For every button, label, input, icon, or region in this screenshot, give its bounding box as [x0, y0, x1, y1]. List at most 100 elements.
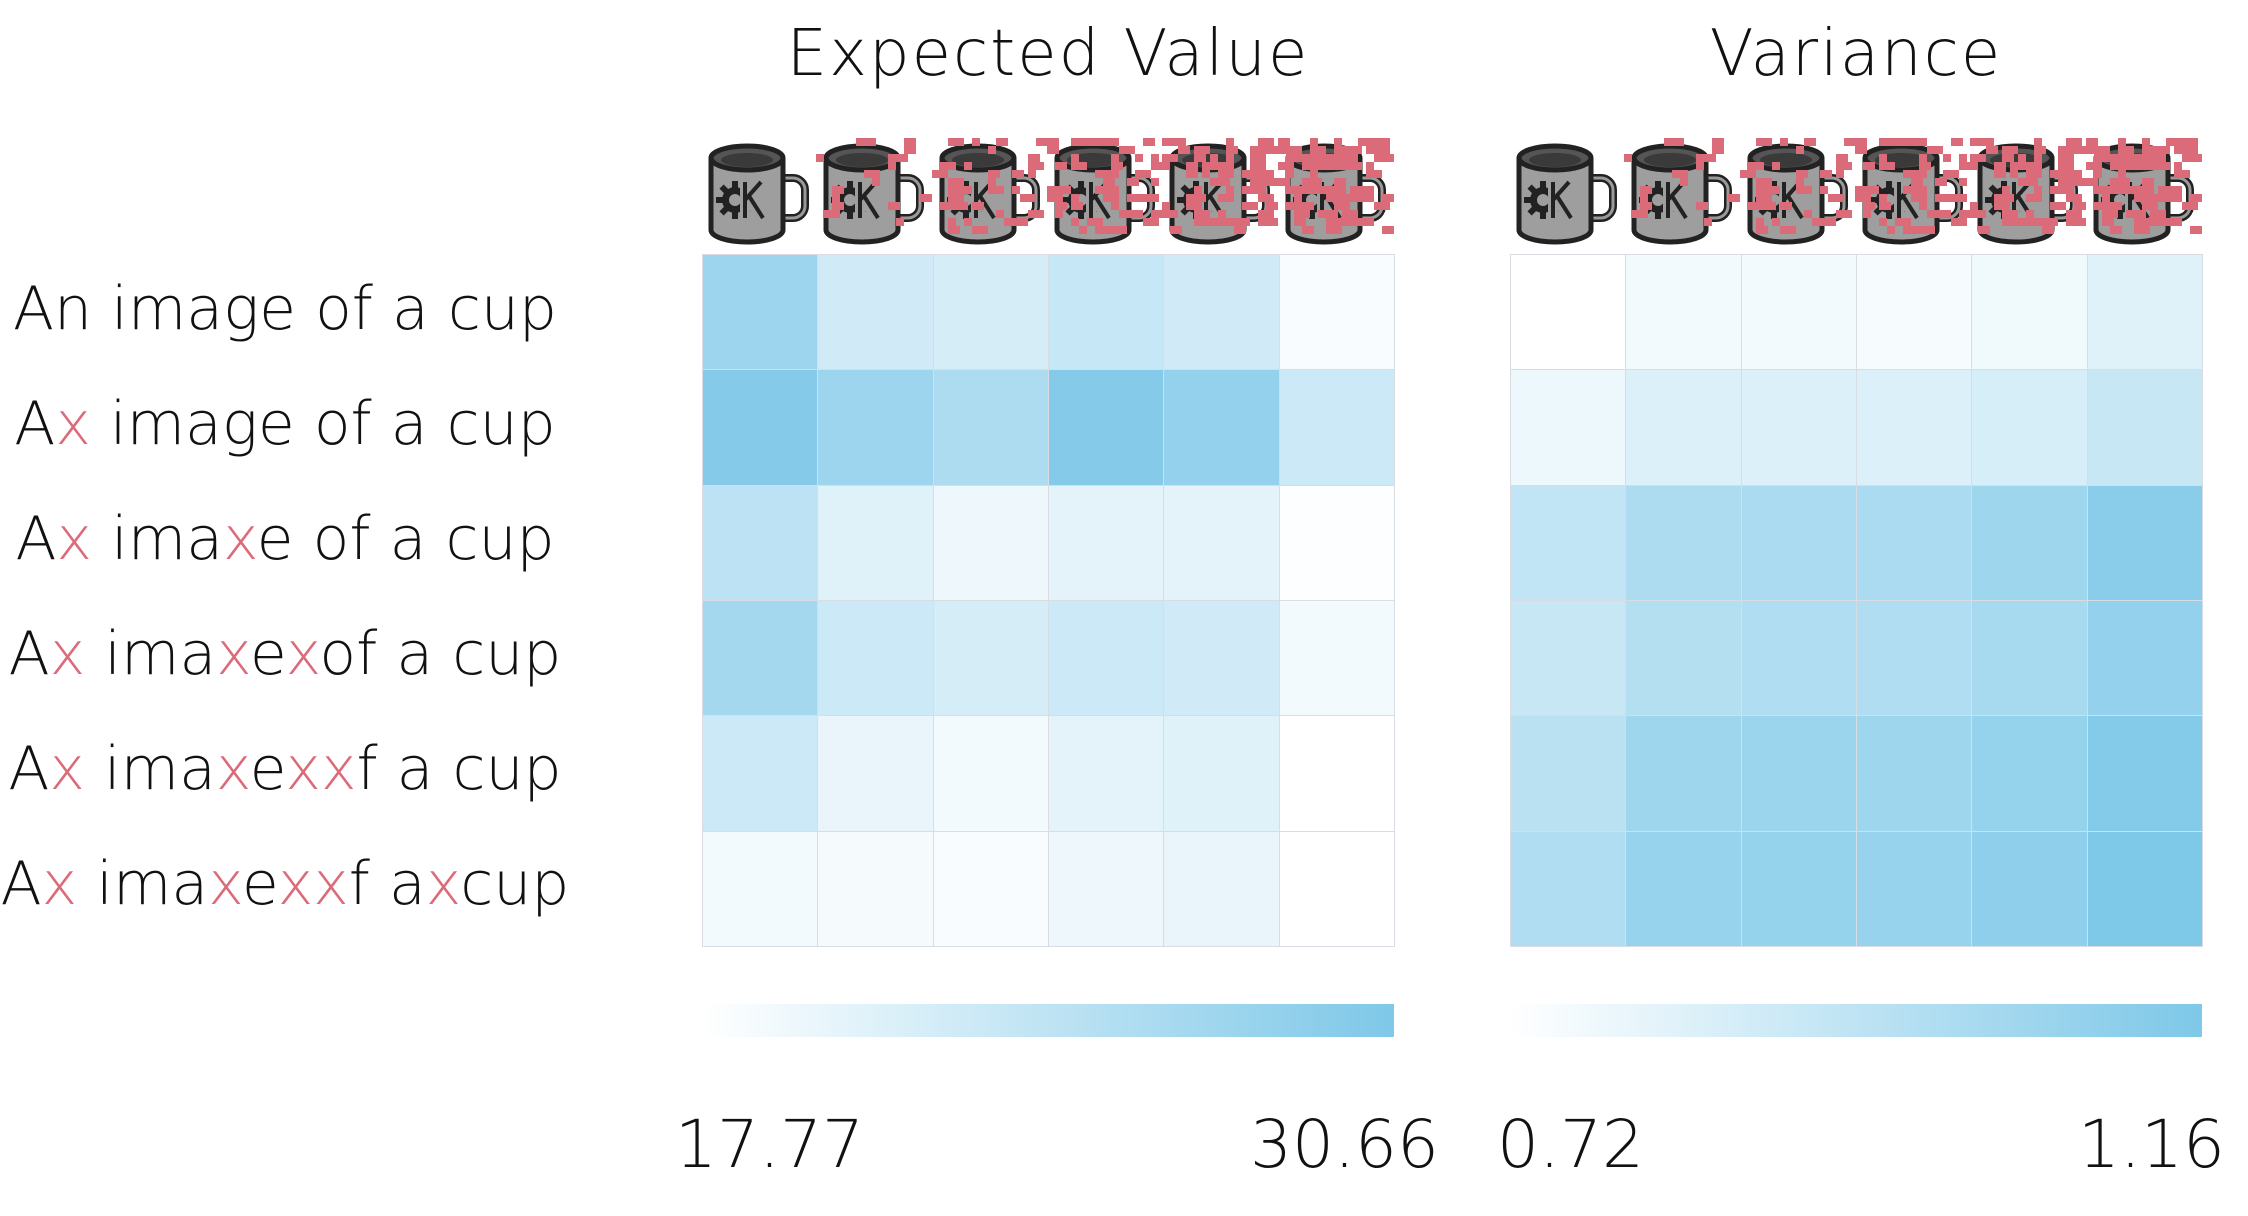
expected-value-title: Expected Value: [786, 17, 1310, 91]
row-label-2: Ax imaxe of a cup: [15, 504, 555, 574]
kde-mug-icon: [1624, 138, 1745, 254]
heatmap-cell: [932, 484, 1049, 601]
heatmap-cell: [1510, 369, 1627, 486]
heatmap-cell: [817, 600, 934, 717]
heatmap-cell: [1048, 715, 1165, 832]
heatmap-cell: [1048, 600, 1165, 717]
heatmap-cell: [932, 369, 1049, 486]
expected-value-heatmap: [702, 254, 1395, 947]
heatmap-cell: [702, 484, 819, 601]
variance-colorbar-min-label: 0.72: [1497, 1106, 1644, 1183]
kde-mug-icon: [1277, 138, 1398, 254]
row-label-4: Ax imaxexxf a cup: [8, 734, 562, 804]
heatmap-cell: [1163, 254, 1280, 371]
heatmap-cell: [1971, 600, 2088, 717]
kde-mug-icon: [1739, 138, 1860, 254]
kde-mug-icon: [1970, 138, 2091, 254]
variance-colorbar: [1510, 1004, 2202, 1037]
heatmap-cell: [1278, 369, 1395, 486]
row-label-3: Ax imaxexof a cup: [8, 619, 562, 689]
heatmap-cell: [1740, 715, 1857, 832]
kde-mug-icon: [1855, 138, 1975, 254]
heatmap-cell: [2086, 369, 2203, 486]
variance-icon-row: [1509, 138, 2206, 254]
heatmap-cell: [2086, 715, 2203, 832]
heatmap-cell: [1971, 484, 2088, 601]
heatmap-cell: [1048, 369, 1165, 486]
row-label-0: An image of a cup: [13, 274, 557, 344]
heatmap-cell: [817, 254, 934, 371]
kde-mug-icon: [1047, 138, 1167, 254]
heatmap-cell: [1740, 254, 1857, 371]
expected-value-colorbar: [702, 1004, 1394, 1037]
heatmap-cell: [1278, 484, 1395, 601]
heatmap-cell: [2086, 484, 2203, 601]
heatmap-cell: [702, 600, 819, 717]
kde-mug-icon: [1509, 138, 1625, 254]
heatmap-cell: [2086, 600, 2203, 717]
variance-colorbar-max-label: 1.16: [2078, 1106, 2225, 1183]
heatmap-cell: [702, 715, 819, 832]
heatmap-cell: [1278, 600, 1395, 717]
heatmap-cell: [1278, 254, 1395, 371]
heatmap-cell: [1971, 715, 2088, 832]
heatmap-cell: [1856, 600, 1973, 717]
heatmap-cell: [1163, 484, 1280, 601]
heatmap-cell: [1856, 369, 1973, 486]
heatmap-cell: [1048, 484, 1165, 601]
heatmap-cell: [932, 254, 1049, 371]
variance-title: Variance: [1709, 17, 2003, 91]
heatmap-cell: [1510, 715, 1627, 832]
heatmap-cell: [1740, 830, 1857, 947]
heatmap-cell: [1510, 600, 1627, 717]
heatmap-cell: [1740, 369, 1857, 486]
heatmap-cell: [1856, 715, 1973, 832]
heatmap-cell: [1740, 600, 1857, 717]
kde-mug-icon: [1162, 138, 1283, 254]
kde-mug-icon: [931, 138, 1052, 254]
heatmap-cell: [1856, 254, 1973, 371]
heatmap-cell: [1971, 254, 2088, 371]
heatmap-cell: [1740, 484, 1857, 601]
heatmap-cell: [1625, 369, 1742, 486]
heatmap-cell: [702, 369, 819, 486]
heatmap-cell: [1510, 830, 1627, 947]
heatmap-cell: [1856, 484, 1973, 601]
heatmap-cell: [2086, 830, 2203, 947]
heatmap-cell: [1278, 830, 1395, 947]
heatmap-cell: [702, 830, 819, 947]
expected-value-colorbar-max-label: 30.66: [1250, 1106, 1439, 1183]
variance-heatmap: [1510, 254, 2203, 947]
heatmap-cell: [1278, 715, 1395, 832]
heatmap-cell: [1625, 715, 1742, 832]
heatmap-cell: [1510, 254, 1627, 371]
heatmap-cell: [932, 715, 1049, 832]
heatmap-cell: [1163, 600, 1280, 717]
heatmap-cell: [1048, 254, 1165, 371]
heatmap-cell: [817, 830, 934, 947]
heatmap-cell: [1971, 369, 2088, 486]
heatmap-cell: [932, 600, 1049, 717]
heatmap-cell: [1163, 369, 1280, 486]
heatmap-cell: [1971, 830, 2088, 947]
kde-mug-icon: [701, 138, 817, 254]
heatmap-cell: [702, 254, 819, 371]
heatmap-cell: [1625, 254, 1742, 371]
heatmap-cell: [1625, 600, 1742, 717]
heatmap-cell: [817, 484, 934, 601]
kde-mug-icon: [816, 138, 937, 254]
heatmap-cell: [1625, 830, 1742, 947]
heatmap-cell: [1163, 830, 1280, 947]
heatmap-cell: [2086, 254, 2203, 371]
heatmap-cell: [1510, 484, 1627, 601]
heatmap-cell: [1856, 830, 1973, 947]
heatmap-cell: [932, 830, 1049, 947]
heatmap-cell: [1163, 715, 1280, 832]
expected-value-icon-row: [701, 138, 1398, 254]
row-label-5: Ax imaxexxf axcup: [0, 849, 570, 919]
heatmap-cell: [817, 715, 934, 832]
expected-value-colorbar-min-label: 17.77: [675, 1106, 864, 1183]
row-label-1: Ax image of a cup: [14, 389, 556, 459]
heatmap-cell: [817, 369, 934, 486]
heatmap-cell: [1048, 830, 1165, 947]
